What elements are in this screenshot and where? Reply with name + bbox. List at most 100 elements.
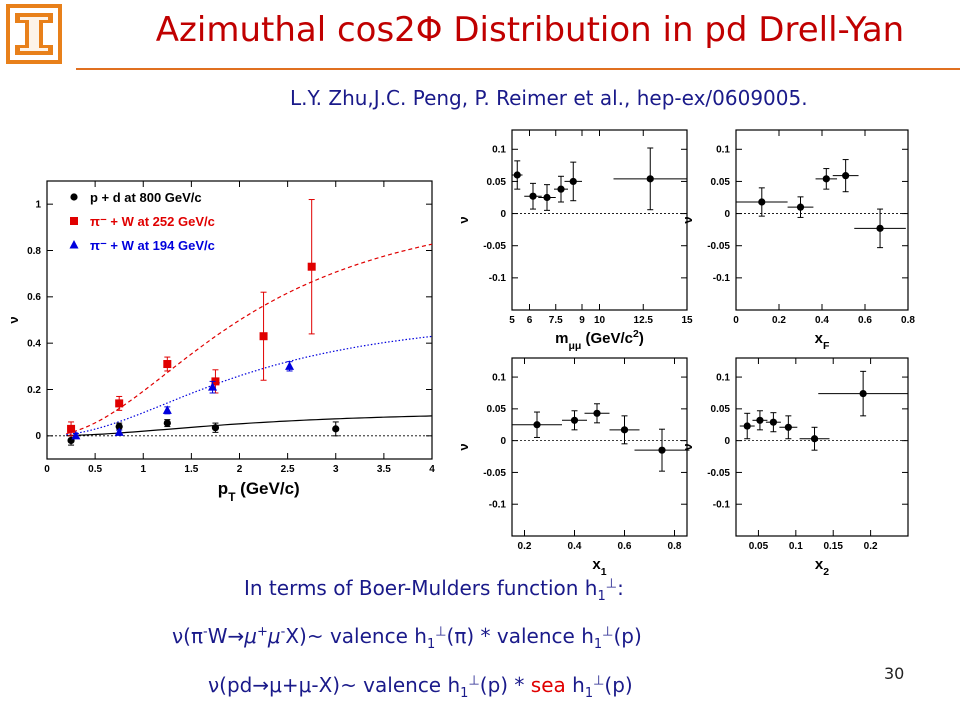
legend-marker — [70, 193, 78, 201]
y-tick-label: -0.1 — [489, 273, 507, 284]
data-point — [67, 424, 76, 433]
x-tick-label: 6 — [527, 315, 533, 326]
x-tick-label: 0 — [733, 315, 739, 326]
data-point — [162, 405, 172, 414]
data-point — [533, 421, 541, 429]
x-tick-label: 0.2 — [772, 315, 786, 326]
y-tick-label: 0.6 — [27, 292, 41, 303]
y-tick-label: 0 — [724, 436, 730, 447]
sea-highlight: sea — [530, 673, 566, 697]
data-point — [842, 172, 850, 180]
data-point — [658, 446, 666, 454]
y-tick-label: -0.05 — [483, 468, 506, 479]
y-axis-label: ν — [456, 216, 471, 223]
data-point — [285, 361, 295, 370]
y-tick-label: 0 — [724, 209, 730, 220]
y-axis-label: ν — [680, 216, 695, 223]
x-tick-label: 10 — [594, 315, 606, 326]
y-axis-label: ν — [456, 443, 471, 450]
x-tick-label: 0.6 — [858, 315, 872, 326]
data-point — [513, 171, 521, 179]
data-point — [114, 427, 124, 436]
x-tick-label: 0.5 — [88, 464, 102, 475]
y-tick-label: 0.05 — [487, 177, 507, 188]
x-tick-label: 5 — [509, 315, 515, 326]
plot-frame — [735, 129, 909, 311]
chart-panel-x2: 0.05 0.1 0.15 0.2 -0.1 -0.05 0 0.05 0.1 ν x2 — [680, 357, 909, 578]
chart-panel-xf: 0 0.2 0.4 0.6 0.8 -0.1 -0.05 0 0.05 0.1 ν xF — [680, 129, 915, 352]
y-tick-label: 0 — [500, 436, 506, 447]
data-point — [769, 418, 777, 426]
fit-curve — [66, 415, 433, 437]
y-tick-label: 0 — [500, 209, 506, 220]
data-point — [529, 192, 537, 200]
x-tick-label: 12.5 — [634, 315, 654, 326]
x-axis-label: xF — [815, 330, 830, 352]
data-point — [557, 185, 565, 193]
y-tick-label: -0.1 — [489, 500, 507, 511]
data-point — [876, 224, 884, 232]
page-number: 30 — [884, 664, 905, 683]
y-tick-label: -0.05 — [707, 468, 730, 479]
y-tick-label: 0.05 — [711, 177, 731, 188]
data-point — [71, 430, 81, 440]
x-tick-label: 9 — [579, 315, 585, 326]
x-tick-label: 0.4 — [815, 315, 829, 326]
x-tick-label: 3.5 — [377, 464, 391, 475]
data-point — [593, 409, 601, 417]
data-point — [758, 198, 766, 206]
y-tick-label: 0.05 — [711, 404, 731, 415]
y-tick-label: 0.1 — [716, 145, 730, 156]
legend-label: π⁻ + W at 194 GeV/c — [90, 238, 215, 253]
data-point — [332, 425, 340, 433]
x-axis-label: x1 — [592, 556, 606, 578]
x-tick-label: 0.15 — [823, 541, 843, 552]
fit-curve — [66, 243, 433, 435]
y-tick-label: 0.1 — [716, 372, 730, 383]
y-tick-label: 0.8 — [27, 246, 41, 257]
legend-marker — [69, 240, 79, 249]
y-axis-label: ν — [680, 443, 695, 450]
data-point — [859, 390, 867, 398]
data-point — [756, 416, 764, 424]
slide-title: Azimuthal cos2Φ Distribution in pd Drell… — [155, 10, 905, 50]
y-tick-label: 0.1 — [492, 372, 506, 383]
data-point — [307, 262, 316, 271]
data-point — [211, 424, 220, 432]
x-tick-label: 1 — [140, 464, 146, 475]
x-axis-label: x2 — [815, 556, 829, 578]
x-tick-label: 0.2 — [518, 541, 532, 552]
data-point — [646, 175, 654, 183]
y-tick-label: 0.1 — [492, 145, 506, 156]
title-divider — [76, 68, 960, 70]
data-point — [163, 419, 171, 427]
x-tick-label: 0.05 — [749, 541, 769, 552]
x-tick-label: 0.8 — [901, 315, 915, 326]
boer-mulders-intro: In terms of Boer-Mulders function h1⊥: — [244, 576, 624, 604]
plot-frame — [735, 357, 909, 537]
pion-drell-yan-relation: ν(π-W→μ+μ-X)~ valence h1⊥(π) * valence h… — [172, 624, 642, 652]
y-tick-label: -0.05 — [707, 241, 730, 252]
data-point — [570, 416, 579, 424]
x-tick-label: 0.4 — [568, 541, 582, 552]
x-tick-label: 2.5 — [281, 464, 295, 475]
citation: L.Y. Zhu,J.C. Peng, P. Reimer et al., he… — [290, 86, 808, 110]
data-point — [822, 175, 830, 183]
x-tick-label: 2 — [237, 464, 243, 475]
data-point — [115, 422, 123, 431]
data-point — [115, 399, 124, 408]
fit-curve — [66, 335, 433, 436]
x-tick-label: 0.6 — [618, 541, 632, 552]
data-point — [796, 203, 805, 211]
arrow-icon: → — [227, 624, 245, 648]
data-point — [569, 177, 577, 186]
x-tick-label: 0 — [44, 464, 50, 475]
y-tick-label: 0.05 — [487, 404, 507, 415]
data-point — [208, 382, 218, 391]
y-tick-label: -0.05 — [483, 241, 506, 252]
y-tick-label: -0.1 — [713, 273, 731, 284]
pd-drell-yan-relation: ν(pd→μ+μ-X)~ valence h1⊥(p) * sea h1⊥(p) — [208, 673, 633, 701]
x-axis-label: pT (GeV/c) — [218, 479, 300, 504]
legend-label: π⁻ + W at 252 GeV/c — [90, 214, 215, 229]
legend-marker — [70, 217, 78, 225]
